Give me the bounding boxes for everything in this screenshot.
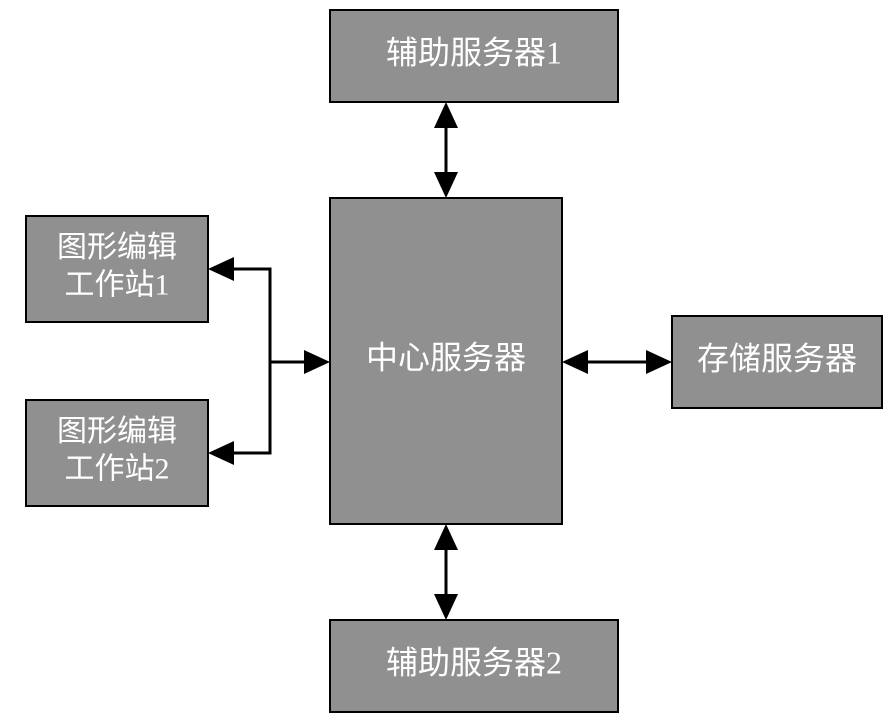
node-ws2: 图形编辑工作站2: [26, 400, 208, 506]
connector-c-aux2: [434, 524, 458, 620]
connector-workstations: [208, 257, 330, 465]
connector-c-aux1: [434, 102, 458, 198]
node-label-ws2-line1: 图形编辑: [57, 415, 177, 448]
node-center: 中心服务器: [330, 198, 562, 524]
arrowhead-c-aux1-a: [434, 172, 458, 198]
node-label-aux2: 辅助服务器2: [386, 644, 562, 680]
node-label-center: 中心服务器: [366, 339, 526, 375]
node-ws1: 图形编辑工作站1: [26, 216, 208, 322]
arrowhead-c-storage-b: [646, 350, 672, 374]
arrowhead-c-aux2-b: [434, 594, 458, 620]
ws-branch-vertical: [234, 269, 270, 453]
node-storage: 存储服务器: [672, 316, 882, 408]
node-label-ws2-line2: 工作站2: [65, 453, 170, 486]
node-label-aux1: 辅助服务器1: [386, 34, 562, 70]
node-label-ws1-line1: 图形编辑: [57, 231, 177, 264]
arrowhead-c-aux1-b: [434, 102, 458, 128]
node-aux1: 辅助服务器1: [330, 10, 618, 102]
arrowhead-c-aux2-a: [434, 524, 458, 550]
arrowhead-to-ws2: [208, 441, 234, 465]
arrowhead-c-storage-a: [562, 350, 588, 374]
node-label-ws1-line2: 工作站1: [65, 269, 170, 302]
connector-c-storage: [562, 350, 672, 374]
arrowhead-to-center: [304, 350, 330, 374]
node-aux2: 辅助服务器2: [330, 620, 618, 712]
node-label-storage: 存储服务器: [697, 340, 857, 376]
arrowhead-to-ws1: [208, 257, 234, 281]
